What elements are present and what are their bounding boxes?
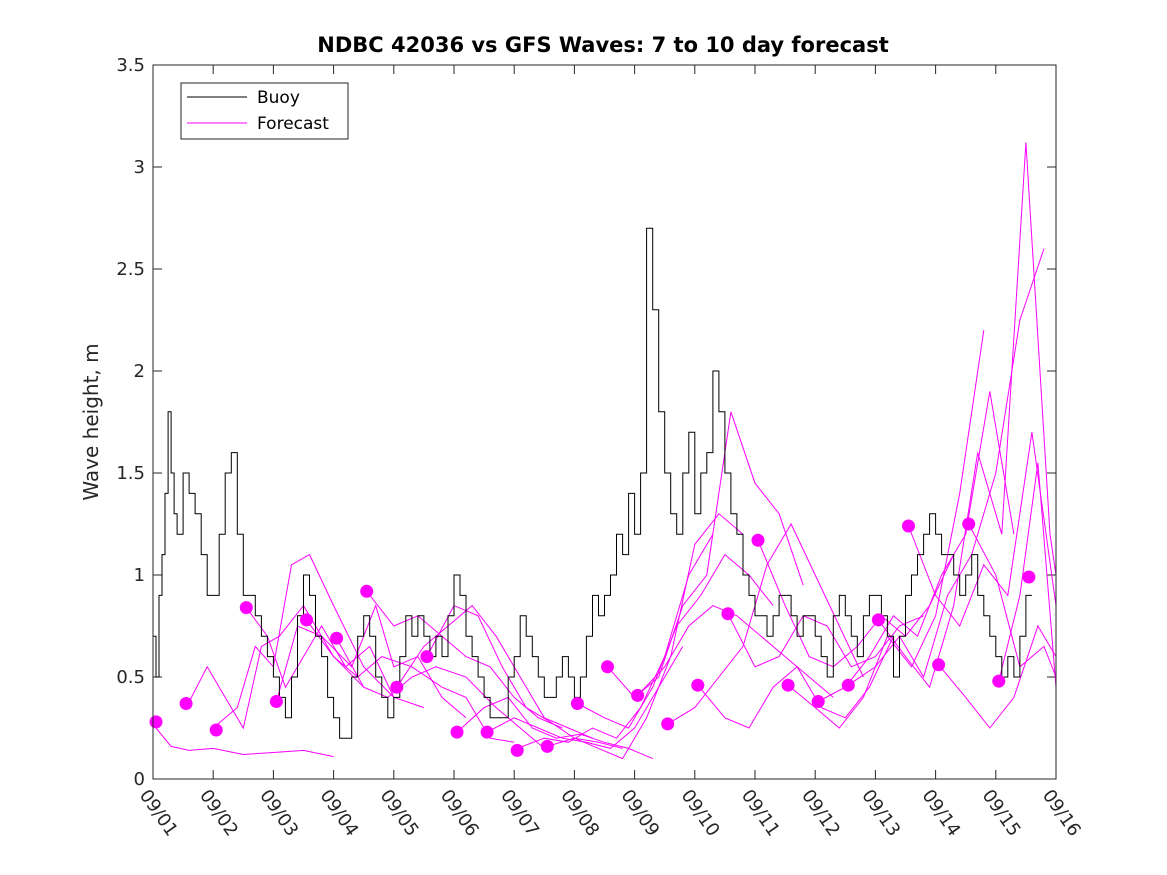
y-tick-label: 2.5: [116, 259, 145, 280]
forecast-line: [155, 727, 334, 758]
forecast-marker: [902, 519, 915, 533]
forecast-marker: [149, 715, 163, 729]
y-axis-label: Wave height, m: [79, 343, 103, 500]
forecast-marker: [1022, 570, 1036, 584]
y-tick-label: 2: [134, 361, 145, 382]
forecast-line: [336, 637, 545, 749]
forecast-line: [637, 605, 834, 698]
forecast-line: [306, 619, 515, 743]
forecast-line: [245, 607, 425, 709]
forecast-marker: [751, 533, 765, 547]
forecast-marker: [631, 688, 645, 702]
y-tick-label: 0: [134, 769, 145, 790]
forecast-line: [212, 553, 395, 729]
legend: Buoy Forecast: [180, 82, 349, 140]
forecast-line: [185, 604, 365, 730]
forecast-marker: [209, 723, 223, 737]
forecast-marker: [661, 717, 675, 731]
forecast-marker: [540, 739, 554, 753]
forecast-line: [396, 604, 593, 739]
forecast-marker: [871, 613, 885, 627]
forecast-line: [817, 391, 1015, 702]
forecast-marker: [570, 697, 584, 710]
legend-buoy-label: Buoy: [257, 88, 300, 108]
forecast-marker: [420, 650, 434, 664]
forecast-marker: [360, 584, 374, 598]
y-tick-label: 3.5: [116, 55, 145, 76]
forecast-marker: [300, 613, 313, 627]
forecast-marker: [721, 607, 735, 621]
forecast-line: [366, 590, 563, 729]
forecast-marker: [691, 678, 705, 692]
forecast-line: [547, 513, 744, 760]
plot-area: [153, 65, 1056, 779]
forecast-line: [577, 553, 774, 729]
legend-forecast-label: Forecast: [257, 114, 329, 134]
forecast-marker: [992, 674, 1006, 688]
legend-box: [180, 82, 349, 140]
forecast-line: [908, 432, 1057, 627]
forecast-marker: [330, 631, 344, 645]
forecast-marker: [601, 660, 614, 674]
y-tick-label: 1.5: [116, 463, 145, 484]
forecast-marker: [390, 680, 404, 694]
axes-box: [152, 64, 1057, 780]
forecast-marker: [269, 695, 283, 708]
y-tick-label: 1: [134, 565, 145, 586]
forecast-line: [697, 635, 894, 729]
forecast-marker: [932, 658, 946, 672]
forecast-marker: [510, 743, 524, 757]
chart-title: NDBC 42036 vs GFS Waves: 7 to 10 day for…: [317, 33, 888, 57]
forecast-line: [667, 522, 864, 725]
forecast-marker: [179, 697, 193, 710]
forecast-line: [877, 142, 1057, 689]
forecast-line: [517, 533, 714, 749]
forecast-line: [938, 624, 1057, 729]
forecast-marker: [811, 695, 825, 708]
forecast-marker: [962, 517, 976, 531]
forecast-marker: [239, 601, 253, 615]
forecast-marker: [480, 725, 494, 739]
forecast-line: [426, 604, 623, 749]
forecast-line: [998, 462, 1057, 688]
forecast-marker: [841, 678, 855, 692]
forecast-marker: [781, 678, 795, 692]
forecast-marker: [450, 725, 464, 739]
y-tick-label: 0.5: [116, 667, 145, 688]
forecast-line: [486, 646, 684, 749]
forecast-line: [275, 604, 467, 719]
forecast-line: [456, 696, 653, 760]
y-tick-label: 3: [134, 157, 145, 178]
